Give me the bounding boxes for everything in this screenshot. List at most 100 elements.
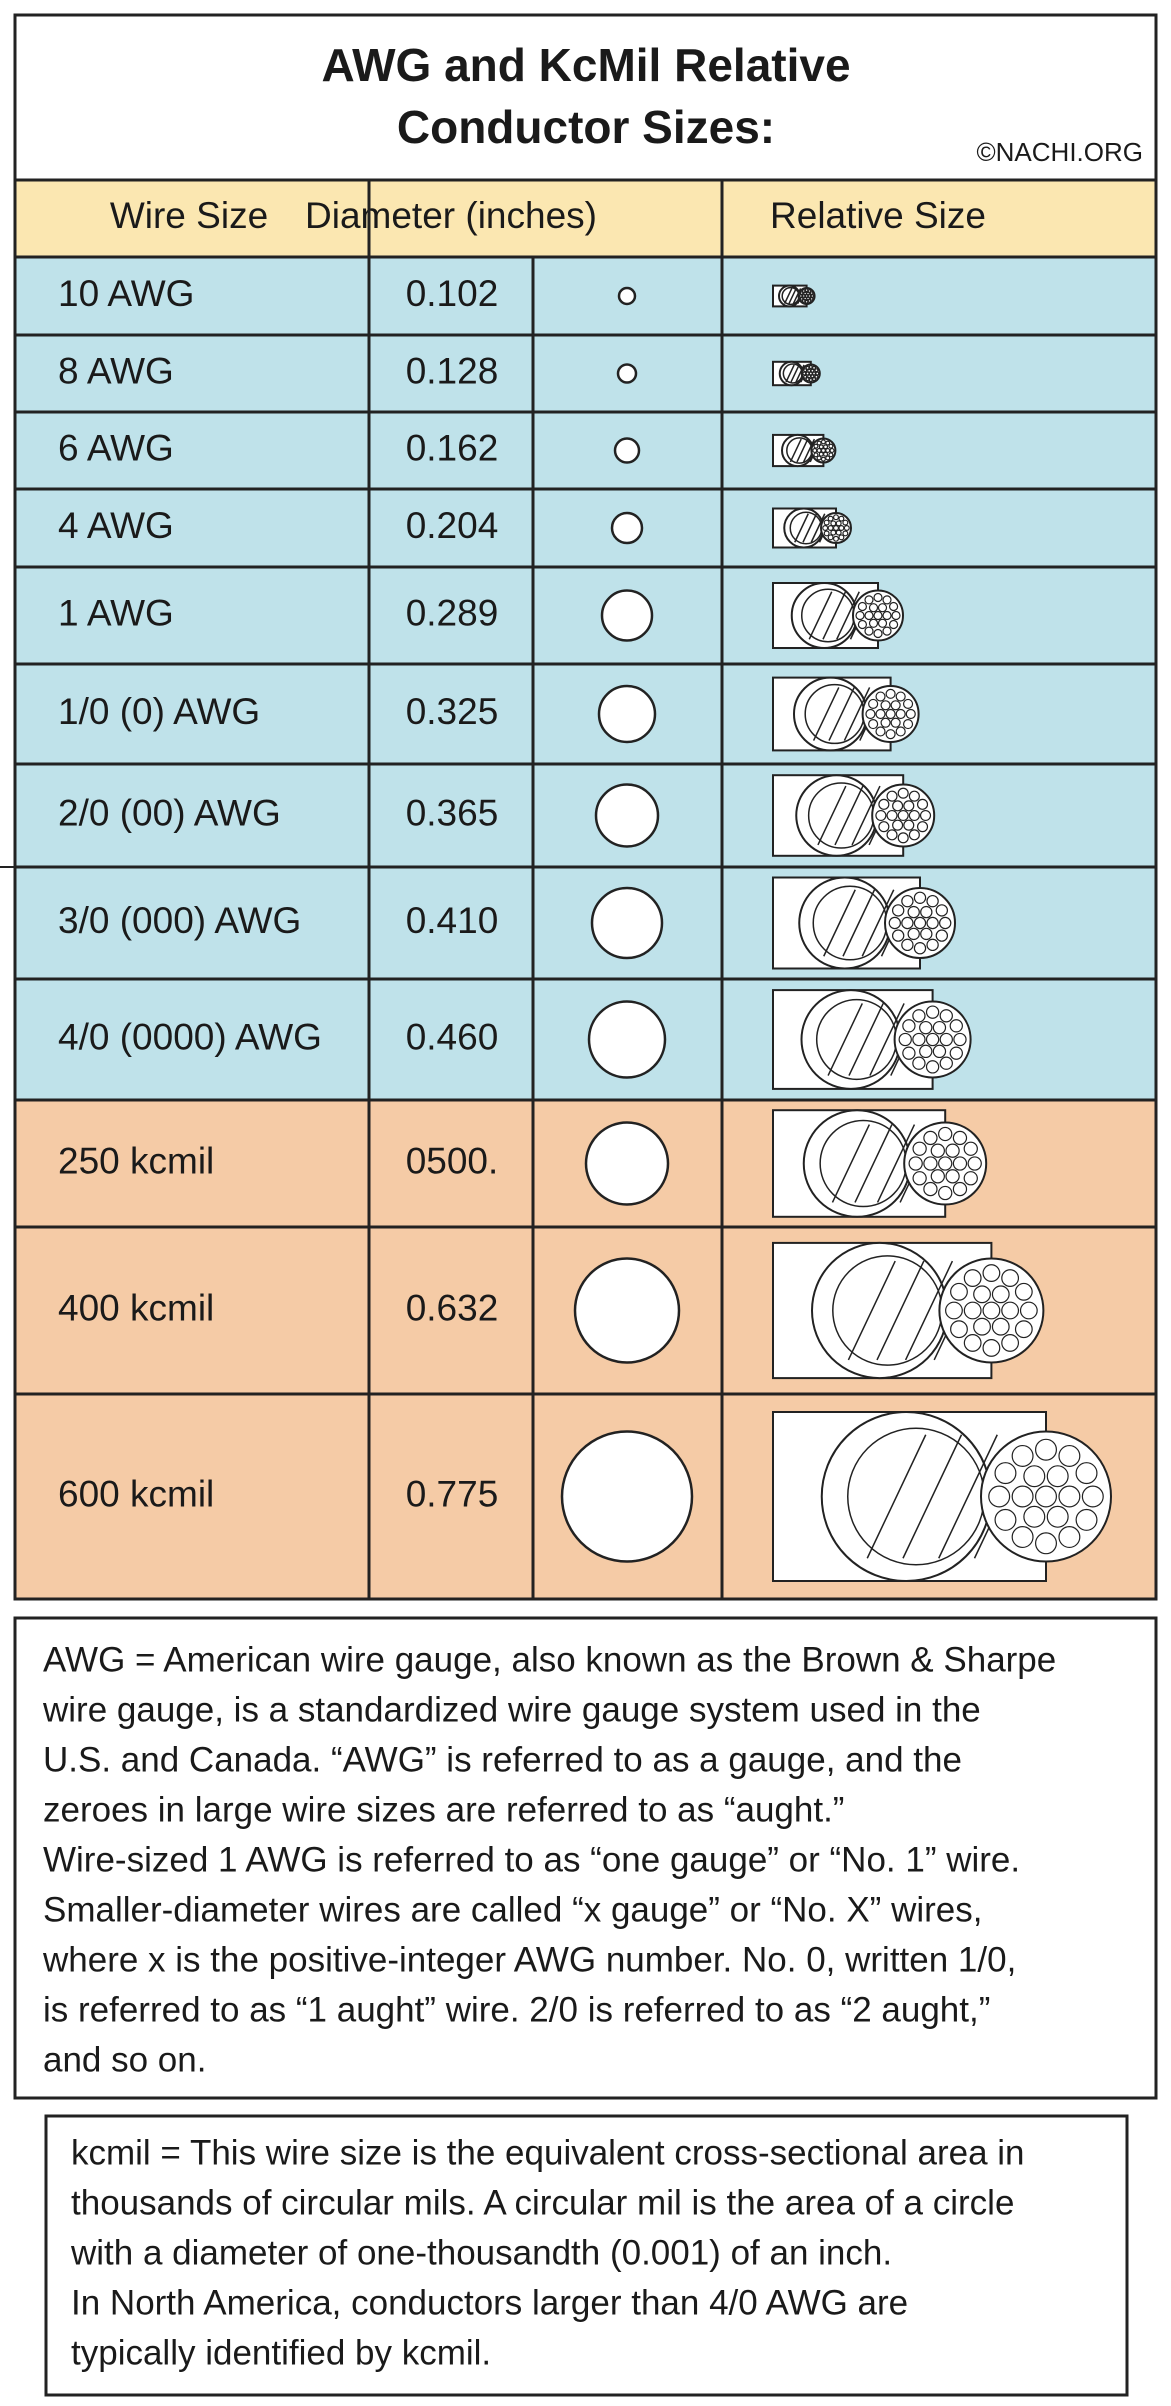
wire-strand	[812, 447, 818, 454]
wire-strand	[920, 905, 933, 919]
header-row	[13, 178, 1158, 259]
wire-strand	[880, 717, 891, 728]
wire-strand	[963, 1301, 982, 1320]
wire-strand	[820, 439, 826, 445]
wire-strand	[816, 440, 822, 446]
wire-strand	[823, 451, 829, 457]
wire-stripe	[834, 785, 864, 846]
wire-strand	[892, 800, 904, 812]
wire-strand	[1001, 1269, 1020, 1287]
wire-strand	[835, 520, 842, 527]
wire-insulation	[815, 998, 898, 1081]
wire-stripe	[823, 889, 856, 957]
wire-strand	[950, 1282, 968, 1301]
wire-strand	[913, 942, 927, 955]
wire-strand	[891, 610, 901, 621]
wire-strand	[875, 809, 887, 822]
wire-strand	[923, 1130, 938, 1146]
wire-strand	[930, 1169, 945, 1184]
table-row	[13, 662, 1158, 766]
wire-strand	[903, 819, 915, 831]
wire-strand	[875, 708, 886, 720]
table-body: 10 AWG 0.102 8 AWG 0.128 6 AWG 0.162 4 AWG 0.20…	[0, 180, 1158, 1601]
wire-strand	[825, 440, 831, 446]
wire-strand	[827, 534, 834, 541]
wire-strand	[902, 698, 914, 710]
wire-icon	[772, 360, 821, 387]
wire-strand	[1034, 1485, 1057, 1508]
wire-strand	[890, 700, 901, 711]
wire-stripe	[810, 513, 826, 543]
wire-strand	[875, 726, 886, 737]
wire-strand	[919, 1044, 933, 1059]
wire-strand	[877, 603, 888, 613]
wire-icon	[772, 433, 837, 468]
wire-strand	[838, 534, 845, 541]
wire-strand	[939, 1009, 953, 1023]
wire-strand	[873, 592, 883, 603]
note-line: kcmil = This wire size is the equivalent…	[71, 2133, 1025, 2172]
wire-strand	[903, 800, 915, 812]
wire-strand	[926, 938, 939, 952]
wire-size: 400 kcmil	[58, 1287, 214, 1328]
wire-insulation	[832, 1255, 943, 1366]
wire-strand	[888, 916, 902, 930]
wire-strand	[801, 299, 806, 303]
wire-strand	[829, 447, 835, 454]
wire-size: 250 kcmil	[58, 1140, 214, 1181]
wire-stripe	[847, 1260, 896, 1361]
wire-strand	[895, 708, 906, 720]
wire-strand	[798, 294, 803, 298]
wire-stripe	[876, 1260, 925, 1361]
size-circle	[597, 684, 657, 744]
wire-icon	[772, 1411, 1112, 1582]
wire-strand	[925, 1060, 940, 1074]
wire-stripe	[817, 785, 847, 846]
wire-size: 6 AWG	[58, 427, 174, 468]
table-row	[13, 487, 1158, 569]
wire-strand	[827, 515, 834, 522]
wire-strand	[820, 456, 826, 462]
wire-stripe	[812, 687, 840, 741]
wire-size: 600 kcmil	[58, 1473, 214, 1514]
note-line: AWG = American wire gauge, also known as…	[43, 1640, 1056, 1679]
wire-strand	[1001, 1334, 1020, 1352]
wire-strand	[873, 628, 883, 639]
wire-strand	[864, 595, 874, 605]
wire-strand	[838, 524, 845, 531]
diameter: 0.775	[406, 1473, 499, 1514]
wire-strand	[803, 368, 808, 373]
wire-strand	[1014, 1320, 1033, 1339]
wire-strand	[799, 291, 804, 295]
wire-strand	[886, 809, 898, 822]
wire-strand	[807, 299, 812, 303]
wire-strand	[932, 1020, 947, 1035]
note-box	[44, 2114, 1129, 2397]
wire-strand	[1058, 1526, 1081, 1549]
wire-strand	[973, 1317, 991, 1336]
note-line: Smaller-diameter wires are called “x gau…	[43, 1890, 982, 1929]
wire-strand	[939, 1056, 953, 1070]
wire-strand	[913, 891, 927, 905]
size-circle	[600, 589, 654, 642]
wire-insulation	[819, 1119, 908, 1208]
wire-strand	[908, 790, 920, 802]
note-line: typically identified by kcmil.	[71, 2333, 491, 2372]
wire-strand	[916, 798, 929, 810]
diameter: 0500.	[406, 1140, 499, 1181]
wire-strand	[809, 297, 814, 301]
diameter: 0.460	[406, 1016, 499, 1057]
wire-strand	[930, 1143, 945, 1158]
wire-strand	[888, 619, 899, 630]
wire-strand	[901, 938, 914, 952]
wire-strand	[828, 443, 834, 449]
wire-stripe	[876, 1124, 916, 1203]
wire-insulation	[801, 588, 855, 643]
diameter: 0.632	[406, 1287, 499, 1328]
wire-strand	[886, 790, 898, 802]
title-line: AWG and KcMil Relative	[321, 39, 850, 91]
note-box	[13, 1616, 1158, 2100]
wire-strand	[1011, 1485, 1034, 1508]
diameter: 0.162	[406, 427, 499, 468]
